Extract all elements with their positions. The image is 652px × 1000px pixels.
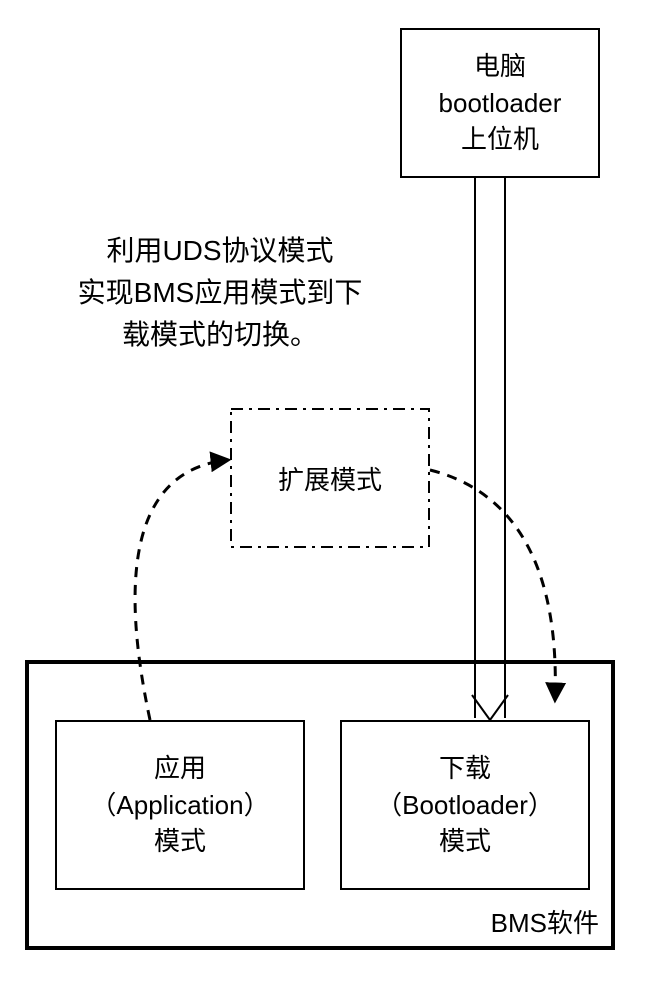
download-mode-label: 下载 （Bootloader） 模式 [376, 750, 554, 859]
download-mode-node: 下载 （Bootloader） 模式 [340, 720, 590, 890]
extended-mode-node: 扩展模式 [230, 408, 430, 548]
host-label: 电脑 bootloader 上位机 [439, 48, 562, 157]
host-node: 电脑 bootloader 上位机 [400, 28, 600, 178]
extended-mode-label: 扩展模式 [230, 408, 430, 548]
app-mode-node: 应用 （Application） 模式 [55, 720, 305, 890]
app-mode-label: 应用 （Application） 模式 [90, 750, 269, 859]
caption-text: 利用UDS协议模式 实现BMS应用模式到下 载模式的切换。 [40, 230, 400, 356]
bms-container-label: BMS软件 [491, 903, 599, 940]
